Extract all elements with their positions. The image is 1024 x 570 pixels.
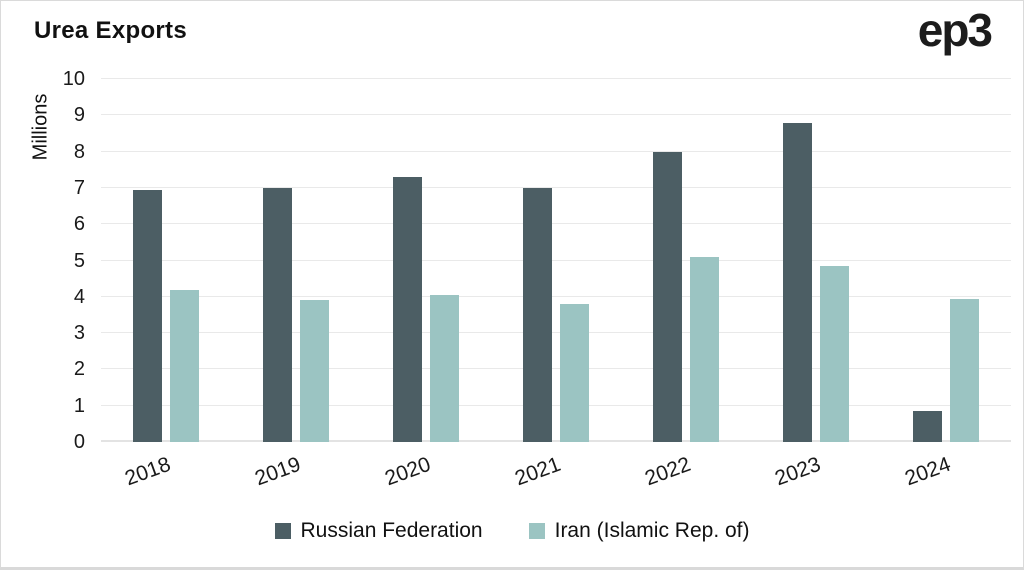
gridline-7 xyxy=(101,186,1011,188)
y-axis-ticks: 0 1 2 3 4 5 6 7 8 9 10 xyxy=(1,68,85,453)
ep3-logo: ep3 xyxy=(917,4,993,56)
legend-swatch-icon xyxy=(274,523,291,539)
bar-iran-islamic-rep-of-2019 xyxy=(300,300,329,442)
bar-group-2022 xyxy=(653,79,719,442)
gridline-6 xyxy=(101,223,1011,225)
legend-label: Iran (Islamic Rep. of) xyxy=(554,519,750,542)
y-tick-7: 7 xyxy=(73,176,85,199)
bar-group-2024 xyxy=(913,79,979,442)
gridline-2 xyxy=(101,368,1011,370)
bar-groups xyxy=(101,79,1011,442)
bar-iran-islamic-rep-of-2022 xyxy=(690,256,719,442)
y-tick-3: 3 xyxy=(73,322,85,345)
bar-group-2020 xyxy=(393,79,459,442)
bar-iran-islamic-rep-of-2024 xyxy=(950,298,979,442)
y-tick-6: 6 xyxy=(73,213,85,236)
chart-title: Urea Exports xyxy=(34,17,187,44)
bar-russian-federation-2020 xyxy=(393,177,422,442)
x-label-2022: 2022 xyxy=(641,452,694,491)
bar-russian-federation-2022 xyxy=(653,151,682,442)
bar-russian-federation-2024 xyxy=(913,411,942,442)
bar-russian-federation-2018 xyxy=(133,189,162,442)
x-label-2020: 2020 xyxy=(381,452,434,491)
gridline-8 xyxy=(101,150,1011,152)
y-tick-0: 0 xyxy=(73,431,85,453)
gridline-0 xyxy=(101,440,1011,442)
gridline-3 xyxy=(101,332,1011,334)
bar-iran-islamic-rep-of-2021 xyxy=(560,304,589,442)
gridline-1 xyxy=(101,404,1011,406)
bar-group-2021 xyxy=(523,79,589,442)
bar-group-2019 xyxy=(263,79,329,442)
x-label-2024: 2024 xyxy=(901,452,954,491)
bar-group-2018 xyxy=(133,79,199,442)
gridline-5 xyxy=(101,259,1011,261)
y-tick-2: 2 xyxy=(73,358,85,381)
y-tick-10: 10 xyxy=(62,68,85,90)
y-tick-9: 9 xyxy=(73,104,85,127)
legend: Russian Federation Iran (Islamic Rep. of) xyxy=(1,519,1023,543)
x-label-2021: 2021 xyxy=(511,452,564,491)
bar-russian-federation-2019 xyxy=(263,187,292,442)
x-label-2018: 2018 xyxy=(121,452,174,491)
x-label-2023: 2023 xyxy=(771,452,824,491)
legend-label: Russian Federation xyxy=(300,519,483,542)
y-tick-4: 4 xyxy=(73,285,85,308)
bar-iran-islamic-rep-of-2018 xyxy=(170,289,199,442)
bar-iran-islamic-rep-of-2020 xyxy=(430,295,459,442)
legend-item-russian-federation: Russian Federation xyxy=(274,519,483,543)
plot-area xyxy=(101,78,1011,442)
y-tick-8: 8 xyxy=(73,140,85,163)
bar-russian-federation-2023 xyxy=(783,122,812,442)
legend-swatch-icon xyxy=(528,523,545,539)
y-tick-5: 5 xyxy=(73,249,85,272)
x-axis-labels: 2018 2019 2020 2021 2022 2023 2024 xyxy=(1,442,1023,517)
gridline-4 xyxy=(101,295,1011,297)
y-tick-1: 1 xyxy=(73,394,85,417)
gridline-10 xyxy=(101,78,1011,79)
gridline-9 xyxy=(101,114,1011,116)
x-label-2019: 2019 xyxy=(251,452,304,491)
legend-item-iran-islamic-rep-of: Iran (Islamic Rep. of) xyxy=(528,519,750,543)
bar-iran-islamic-rep-of-2023 xyxy=(820,265,849,442)
bar-group-2023 xyxy=(783,79,849,442)
bar-russian-federation-2021 xyxy=(523,187,552,442)
